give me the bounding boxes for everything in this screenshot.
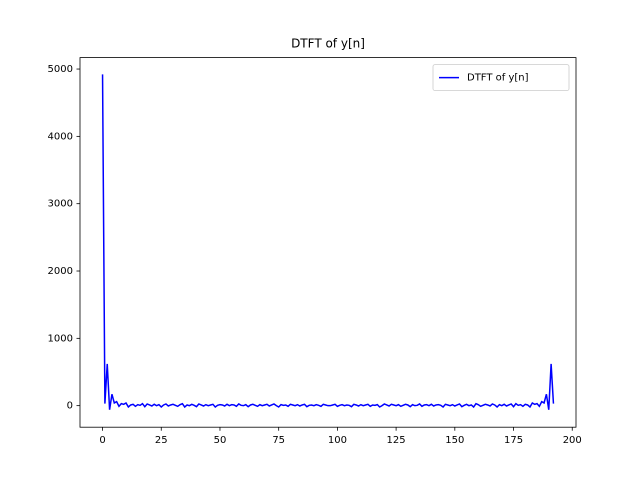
- x-tick-label: 200: [563, 435, 582, 446]
- x-tick-label: 0: [99, 435, 105, 446]
- x-tick-label: 175: [504, 435, 523, 446]
- data-line: [101, 74, 555, 410]
- x-tick-label: 150: [445, 435, 464, 446]
- y-tick-label: 2000: [48, 266, 73, 277]
- x-tick-label: 125: [387, 435, 406, 446]
- y-tick-label: 0: [67, 401, 73, 412]
- x-tick-label: 100: [328, 435, 347, 446]
- y-tick-label: 1000: [48, 333, 73, 344]
- y-tick-label: 5000: [48, 64, 73, 75]
- legend: DTFT of y[n]: [432, 64, 570, 91]
- y-tick-label: 4000: [48, 131, 73, 142]
- chart-title: DTFT of y[n]: [291, 37, 365, 51]
- x-tick-label: 75: [272, 435, 285, 446]
- legend-label: DTFT of y[n]: [467, 73, 529, 84]
- legend-box: [432, 64, 570, 91]
- y-tick-label: 3000: [48, 199, 73, 210]
- axes-frame: [79, 57, 577, 428]
- x-tick-label: 25: [155, 435, 168, 446]
- x-tick-label: 50: [214, 435, 227, 446]
